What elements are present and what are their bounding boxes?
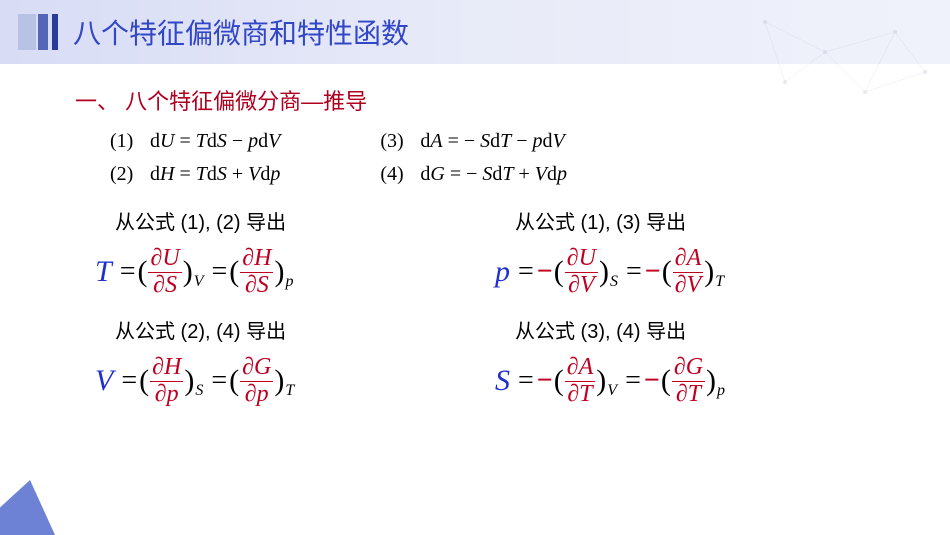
derivation-1-label: 从公式 (1), (2) 导出 [115,206,475,235]
equation-4-body: dG = − SdT + Vdp [420,163,567,186]
derivations-row-2: 从公式 (2), (4) 导出 V = ( ∂H∂p )S = ( ∂G∂p )… [75,315,875,424]
equation-4: (4) dG = − SdT + Vdp [380,163,567,186]
equation-3-body: dA = − SdT − pdV [420,130,564,153]
derivation-2-formula: p =− ( ∂U∂V )S =− ( ∂A∂V )T [495,243,875,301]
equation-1: (1) dU = TdS − pdV [110,130,280,153]
header-banner: 八个特征偏微商和特性函数 [0,0,950,64]
equations-left-column: (1) dU = TdS − pdV (2) dH = TdS + Vdp [110,130,280,186]
derivations-row-1: 从公式 (1), (2) 导出 T = ( ∂U∂S )V = ( ∂H∂S )… [75,206,875,315]
equation-2-body: dH = TdS + Vdp [150,163,280,186]
derivation-4-label: 从公式 (3), (4) 导出 [515,315,875,344]
basic-equations: (1) dU = TdS − pdV (2) dH = TdS + Vdp (3… [110,130,875,186]
equations-right-column: (3) dA = − SdT − pdV (4) dG = − SdT + Vd… [380,130,567,186]
equation-2: (2) dH = TdS + Vdp [110,163,280,186]
derivation-2-label: 从公式 (1), (3) 导出 [515,206,875,235]
derivation-1-formula: T = ( ∂U∂S )V = ( ∂H∂S )p [95,243,475,301]
equation-1-body: dU = TdS − pdV [150,130,280,153]
derivation-3-formula: V = ( ∂H∂p )S = ( ∂G∂p )T [95,352,475,410]
equation-3: (3) dA = − SdT − pdV [380,130,567,153]
derivation-4-formula: S =− ( ∂A∂T )V =− ( ∂G∂T )p [495,352,875,410]
corner-triangle-icon [0,480,55,535]
derivation-3-label: 从公式 (2), (4) 导出 [115,315,475,344]
network-decoration-icon [745,2,945,122]
banner-decoration [18,14,58,50]
page-title: 八个特征偏微商和特性函数 [73,12,409,52]
